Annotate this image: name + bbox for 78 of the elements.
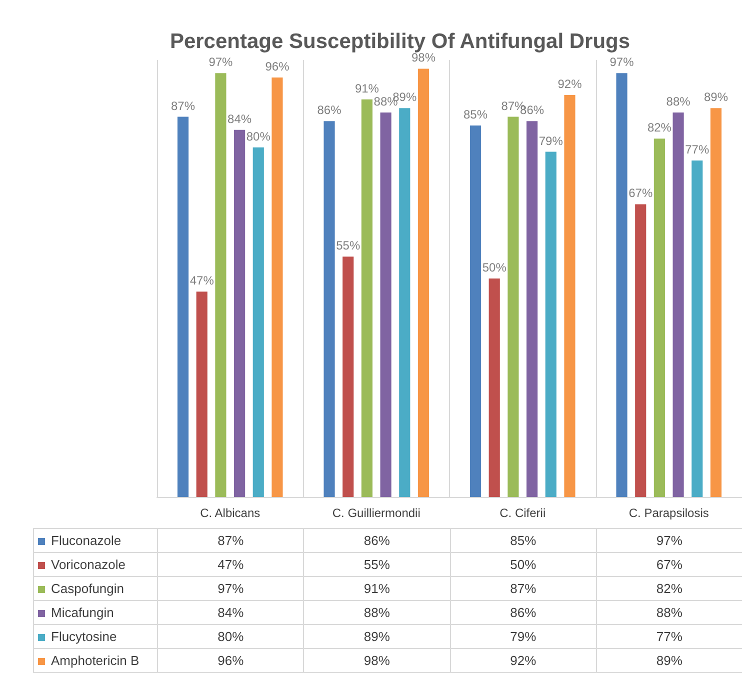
legend-label: Flucytosine [51, 630, 117, 645]
x-tick-label: C. Parapsilosis [628, 506, 709, 520]
bar [488, 278, 500, 497]
bar [564, 94, 576, 497]
bar [616, 73, 628, 497]
bar [635, 204, 646, 497]
data-label: 88% [596, 600, 742, 624]
x-tick-label: C. Albicans [200, 506, 260, 520]
x-tick-label: C. Guilliermondii [332, 506, 420, 520]
data-label: 89% [304, 624, 450, 648]
data-label: 87% [450, 576, 596, 600]
bar [324, 121, 335, 497]
data-label: 86% [304, 528, 450, 552]
text: 97% [208, 55, 233, 70]
text: 82% [647, 120, 672, 135]
data-label: 67% [596, 552, 742, 576]
bar [342, 256, 354, 497]
data-label: 89% [596, 648, 742, 672]
text: 80% [246, 129, 270, 144]
data-label: 47% [158, 552, 304, 576]
data-label: 97% [158, 576, 304, 600]
data-label: 50% [450, 552, 596, 576]
data-label: 55% [304, 552, 450, 576]
text: 67% [628, 186, 653, 200]
text: 97% [610, 55, 634, 70]
data-label: 82% [596, 576, 742, 600]
bar [380, 112, 392, 497]
text: 86% [317, 103, 342, 118]
bar [508, 116, 519, 497]
legend-label: Voriconazole [51, 558, 126, 573]
data-label: 96% [158, 648, 304, 672]
bar [234, 130, 246, 497]
text: 89% [704, 90, 728, 104]
data-label: 88% [304, 600, 450, 624]
bar [418, 68, 430, 497]
bar [545, 152, 556, 497]
data-label: 84% [158, 600, 304, 624]
x-tick-label: C. Ciferii [500, 506, 546, 520]
data-label: 86% [450, 600, 596, 624]
text: 96% [265, 59, 290, 74]
bar [399, 108, 410, 497]
bar [654, 138, 665, 497]
data-label: 98% [304, 648, 450, 672]
text: 55% [336, 238, 360, 253]
chart-title: Percentage Susceptibility Of Antifungal Drugs [170, 30, 630, 53]
bar [177, 116, 189, 497]
text: 79% [538, 134, 563, 148]
legend-label: Caspofungin [51, 582, 124, 597]
text: 84% [228, 112, 252, 126]
text: 77% [685, 142, 710, 157]
bar [272, 77, 283, 497]
data-label: 92% [450, 648, 596, 672]
legend-label: Amphotericin B [51, 654, 140, 669]
bar [252, 147, 264, 497]
bar [361, 99, 372, 497]
data-label: 85% [450, 528, 596, 552]
bar [215, 73, 226, 497]
bar [196, 292, 208, 497]
text: 85% [464, 108, 488, 122]
bar [672, 112, 684, 497]
text: 88% [666, 94, 690, 108]
legend-label: Micafungin [51, 606, 114, 621]
data-label: 91% [304, 576, 450, 600]
bar [692, 160, 703, 497]
text: 47% [190, 274, 214, 288]
text: 50% [482, 260, 506, 274]
data-label: 87% [158, 528, 304, 552]
legend-label: Fluconazole [51, 534, 122, 549]
text: 92% [558, 76, 582, 91]
bar [710, 108, 722, 497]
bar [526, 121, 538, 497]
data-label: 79% [450, 624, 596, 648]
data-label: 97% [596, 528, 742, 552]
data-label: 77% [596, 624, 742, 648]
text: 87% [171, 98, 196, 113]
data-label: 80% [158, 624, 304, 648]
text: 91% [354, 81, 379, 96]
bar [470, 126, 482, 497]
